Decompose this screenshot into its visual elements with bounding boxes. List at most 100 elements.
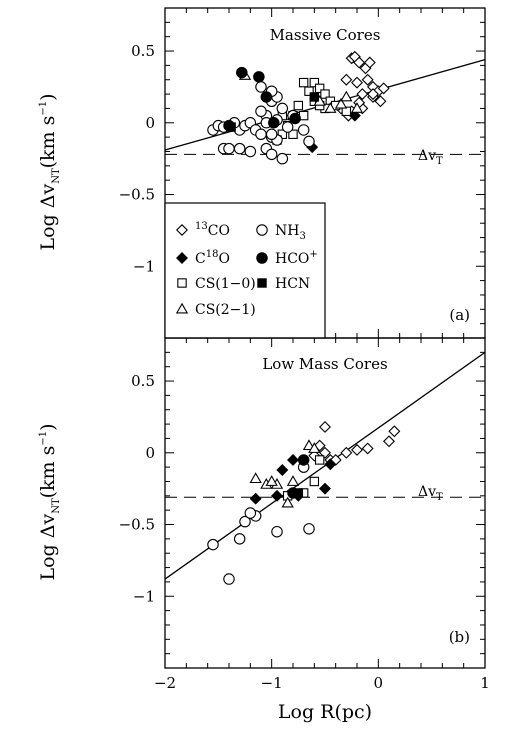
data-point	[268, 117, 280, 129]
data-point	[320, 89, 330, 99]
data-point	[289, 112, 301, 125]
fit-line	[164, 351, 486, 580]
data-point	[260, 91, 273, 103]
panel-a-title: Massive Cores	[270, 26, 381, 44]
data-point	[363, 56, 376, 69]
legend-marker	[176, 252, 188, 264]
panel-b: Low Mass Cores (b) ΔvT 0.5 0 −0.5 −1 −2 −1 0 1	[119, 337, 490, 692]
panel-a-points	[207, 50, 390, 165]
legend-marker	[177, 278, 187, 288]
x-tick-label: 0	[374, 674, 384, 692]
data-point	[233, 533, 246, 545]
data-point	[374, 95, 387, 108]
x-axis-label: Log R(pc)	[278, 701, 372, 723]
x-tick-label: −1	[261, 674, 283, 692]
data-point	[303, 523, 315, 535]
y-tick-label: 0	[145, 114, 155, 132]
y-tick-label: 0.5	[131, 372, 155, 390]
panel-b-ticks	[164, 337, 486, 669]
data-point	[348, 109, 361, 122]
data-point	[244, 507, 257, 519]
data-point	[249, 492, 262, 505]
data-point	[281, 496, 294, 508]
y-tick-label: −1	[133, 257, 155, 275]
data-point	[276, 152, 289, 165]
data-point	[367, 88, 379, 101]
legend-entry: C18O	[195, 249, 230, 267]
legend-entry: CS(2−1)	[195, 302, 256, 318]
data-point	[293, 488, 304, 498]
panel-b-title: Low Mass Cores	[262, 355, 387, 373]
data-point	[308, 442, 321, 453]
legend-entry: HCO+	[275, 249, 318, 267]
data-point	[276, 464, 289, 476]
data-point	[341, 106, 352, 117]
data-point	[253, 71, 265, 83]
data-point	[288, 129, 298, 139]
data-point	[249, 472, 262, 484]
data-point	[255, 105, 267, 118]
data-point	[309, 77, 320, 88]
data-point	[304, 86, 314, 96]
panel-b-points	[207, 420, 401, 585]
data-point	[298, 77, 309, 88]
data-point	[356, 88, 369, 101]
panel-a-label: (a)	[449, 306, 470, 324]
y-tick-label: 0	[145, 444, 155, 462]
data-point	[223, 142, 235, 155]
data-point	[324, 102, 337, 113]
legend-marker	[256, 252, 268, 264]
data-point	[361, 442, 374, 455]
data-point	[340, 90, 353, 102]
data-point	[265, 128, 278, 141]
data-point	[244, 145, 257, 158]
data-point	[351, 443, 363, 456]
data-point	[233, 142, 246, 155]
y-tick-label: 0.5	[131, 42, 155, 60]
legend-entry: 13CO	[195, 221, 230, 239]
data-point	[319, 420, 331, 433]
data-point	[388, 425, 401, 438]
data-point	[265, 475, 278, 486]
data-point	[255, 81, 267, 93]
data-point	[255, 128, 267, 141]
data-point	[351, 76, 363, 89]
legend: 13CO C18O CS(1−0) CS(2−1) NH3 HCO+ HCN	[164, 202, 326, 339]
data-point	[319, 482, 331, 495]
panel-b-thermal-label: ΔvT	[418, 484, 443, 503]
data-point	[340, 73, 353, 86]
data-point	[297, 124, 310, 136]
legend-entry: CS(1−0)	[195, 276, 256, 292]
data-point	[361, 73, 374, 86]
data-point	[309, 92, 320, 102]
data-point	[271, 525, 283, 538]
legend-entry: NH3	[275, 223, 306, 242]
y-tick-label: −1	[133, 587, 155, 605]
data-point	[350, 102, 364, 113]
data-point	[353, 56, 366, 69]
data-point	[297, 454, 310, 466]
data-point	[377, 82, 390, 95]
panel-b-frame	[164, 337, 486, 669]
data-point	[303, 135, 315, 148]
legend-marker	[175, 302, 189, 314]
legend-marker	[257, 278, 267, 288]
legend-marker	[176, 224, 188, 236]
data-point	[340, 446, 353, 459]
y-tick-label: −0.5	[119, 516, 155, 534]
x-tick-label: −2	[154, 674, 176, 692]
data-point	[334, 97, 348, 109]
y-axis-label-a: Log ΔvNT(km s−1)	[37, 93, 62, 250]
data-point	[226, 122, 236, 132]
data-point	[223, 573, 235, 585]
data-point	[281, 121, 294, 133]
data-point	[287, 453, 299, 466]
data-point	[207, 538, 219, 551]
legend-marker	[256, 224, 268, 236]
data-point	[324, 458, 337, 471]
panel-a: Massive Cores (a) ΔvT 0.5 0 −0.5 −1 13CO C18O…	[119, 7, 486, 339]
y-tick-label: −0.5	[119, 186, 155, 204]
panel-a-thermal-label: ΔvT	[418, 148, 443, 167]
data-point	[286, 475, 300, 486]
